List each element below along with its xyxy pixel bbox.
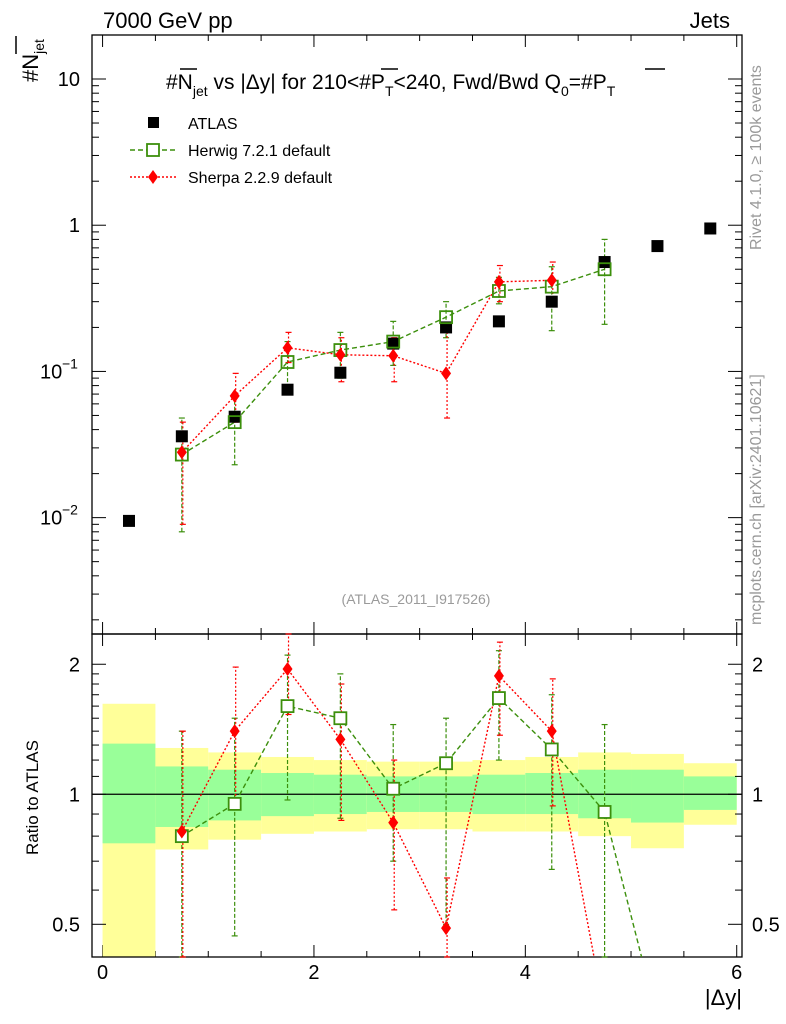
- y-tick-exponent: −1: [62, 355, 78, 371]
- ratio-sherpa-point: [388, 815, 399, 830]
- sherpa-point: [493, 274, 504, 289]
- legend-herwig-label: Herwig 7.2.1 default: [188, 143, 331, 160]
- y-tick-label: 10: [40, 508, 62, 530]
- ratio-sherpa-point: [229, 724, 240, 739]
- ratio-herwig-point: [492, 691, 506, 705]
- sherpa-point: [176, 445, 187, 460]
- ratio-herwig-point: [280, 699, 295, 714]
- ratio-y-tick-label: 2: [69, 654, 80, 676]
- atlas-point: [651, 240, 664, 253]
- ratio-herwig-point: [386, 781, 401, 796]
- ratio-y-tick-label-right: 1: [752, 784, 763, 806]
- sherpa-point: [282, 340, 293, 355]
- sherpa-point: [546, 273, 557, 288]
- x-tick-label: 6: [731, 962, 742, 984]
- ratio-frame: [91, 633, 743, 958]
- atlas-point: [334, 366, 347, 379]
- y-tick-exponent: −2: [62, 502, 78, 518]
- x-tick-label: 2: [308, 962, 319, 984]
- herwig-point: [597, 262, 612, 277]
- ratio-y-tick-label-right: 0.5: [752, 914, 780, 936]
- atlas-point: [281, 383, 294, 396]
- y-axis-label-ratio: Ratio to ATLAS: [23, 740, 42, 855]
- atlas-point: [545, 295, 558, 308]
- sherpa-point: [229, 388, 240, 403]
- rivet-label: Rivet 4.1.0, ≥ 100k events: [748, 65, 765, 250]
- ratio-y-tick-label-right: 2: [752, 654, 763, 676]
- ratio-sherpa-point: [176, 824, 187, 839]
- ratio-y-tick-label: 1: [69, 784, 80, 806]
- x-tick-label: 0: [97, 962, 108, 984]
- svg-text:#Njet: #Njet: [18, 39, 47, 82]
- ratio-band-green: [631, 769, 684, 823]
- ratio-band-green: [102, 743, 156, 844]
- atlas-point: [598, 256, 611, 269]
- ratio-herwig-line: [181, 697, 643, 958]
- atlas-point: [440, 321, 453, 334]
- sherpa-point: [335, 347, 346, 362]
- ratio-herwig-point: [439, 756, 453, 771]
- ratio-sherpa-point: [441, 921, 452, 936]
- energy-label: 7000 GeV pp: [103, 8, 233, 33]
- reference-label: (ATLAS_2011_I917526): [342, 591, 491, 607]
- source-label: mcplots.cern.ch [arXiv:2401.10621]: [748, 374, 765, 625]
- y-axis-label-main: #Njet: [18, 39, 47, 82]
- ratio-sherpa-point: [546, 724, 557, 739]
- sherpa-point: [441, 366, 452, 381]
- category-label: Jets: [690, 8, 730, 33]
- chart-title: #Njet vs |Δy| for 210<#PT<240, Fwd/Bwd Q…: [166, 71, 616, 99]
- atlas-point: [704, 222, 717, 235]
- legend-atlas-label: ATLAS: [188, 116, 238, 133]
- y-tick-label: 1: [69, 215, 80, 237]
- y-tick-label: 10: [40, 361, 62, 383]
- ratio-sherpa-point: [282, 662, 293, 677]
- sherpa-point: [388, 348, 399, 363]
- legend: ATLAS Herwig 7.2.1 default Sherpa 2.2.9 …: [130, 116, 333, 187]
- ratio-sherpa-point: [493, 668, 504, 683]
- atlas-point: [387, 337, 400, 350]
- x-tick-label: 4: [520, 962, 531, 984]
- ratio-sherpa-point: [335, 732, 346, 747]
- ratio-panel: 0 2 4 6 0.5 0.5 1 1 2 2: [52, 633, 780, 984]
- herwig-point: [280, 355, 295, 369]
- ratio-y-tick-label: 0.5: [52, 914, 80, 936]
- legend-sherpa-label: Sherpa 2.2.9 default: [188, 170, 333, 187]
- ratio-herwig-point: [227, 796, 242, 811]
- legend-herwig-marker: [146, 143, 160, 157]
- atlas-point: [492, 315, 505, 328]
- y-tick-label: 10: [58, 69, 80, 91]
- ratio-band-green: [683, 776, 737, 810]
- herwig-point: [227, 415, 242, 430]
- herwig-point: [439, 310, 453, 325]
- ratio-herwig-point: [597, 805, 612, 819]
- ratio-herwig-point: [544, 742, 559, 757]
- atlas-point: [122, 514, 135, 527]
- legend-sherpa-marker: [148, 170, 158, 184]
- x-axis-label: |Δy|: [705, 985, 742, 1010]
- herwig-point: [386, 334, 401, 349]
- ratio-herwig-point: [333, 711, 348, 726]
- sherpa-line: [181, 279, 552, 453]
- legend-atlas-marker: [148, 117, 159, 128]
- atlas-point: [175, 430, 188, 443]
